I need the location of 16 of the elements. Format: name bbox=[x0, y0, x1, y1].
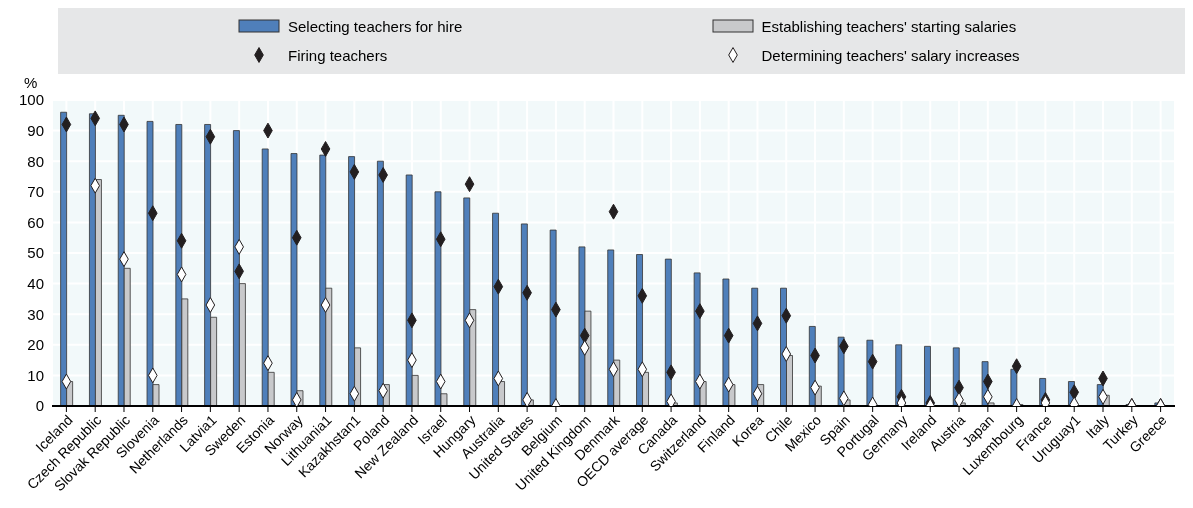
y-tick-label: 70 bbox=[27, 183, 44, 201]
legend-label: Selecting teachers for hire bbox=[288, 17, 463, 35]
legend-label: Firing teachers bbox=[288, 46, 388, 64]
y-tick-label: 10 bbox=[27, 366, 44, 384]
y-tick-label: 50 bbox=[27, 244, 44, 262]
y-axis-title: % bbox=[23, 74, 39, 92]
legend-label: Determining teachers' salary increases bbox=[761, 46, 1020, 64]
y-tick-label: 20 bbox=[27, 336, 44, 354]
legend-label: Establishing teachers' starting salaries bbox=[761, 17, 1017, 35]
y-tick-label: 40 bbox=[27, 274, 44, 292]
y-tick-label: 90 bbox=[27, 121, 44, 139]
y-tick-label: 80 bbox=[27, 152, 44, 170]
y-tick-label: 30 bbox=[27, 305, 44, 323]
y-tick-label: 60 bbox=[27, 213, 44, 231]
y-tick-label: 100 bbox=[18, 91, 44, 109]
y-tick-label: 0 bbox=[35, 397, 44, 415]
